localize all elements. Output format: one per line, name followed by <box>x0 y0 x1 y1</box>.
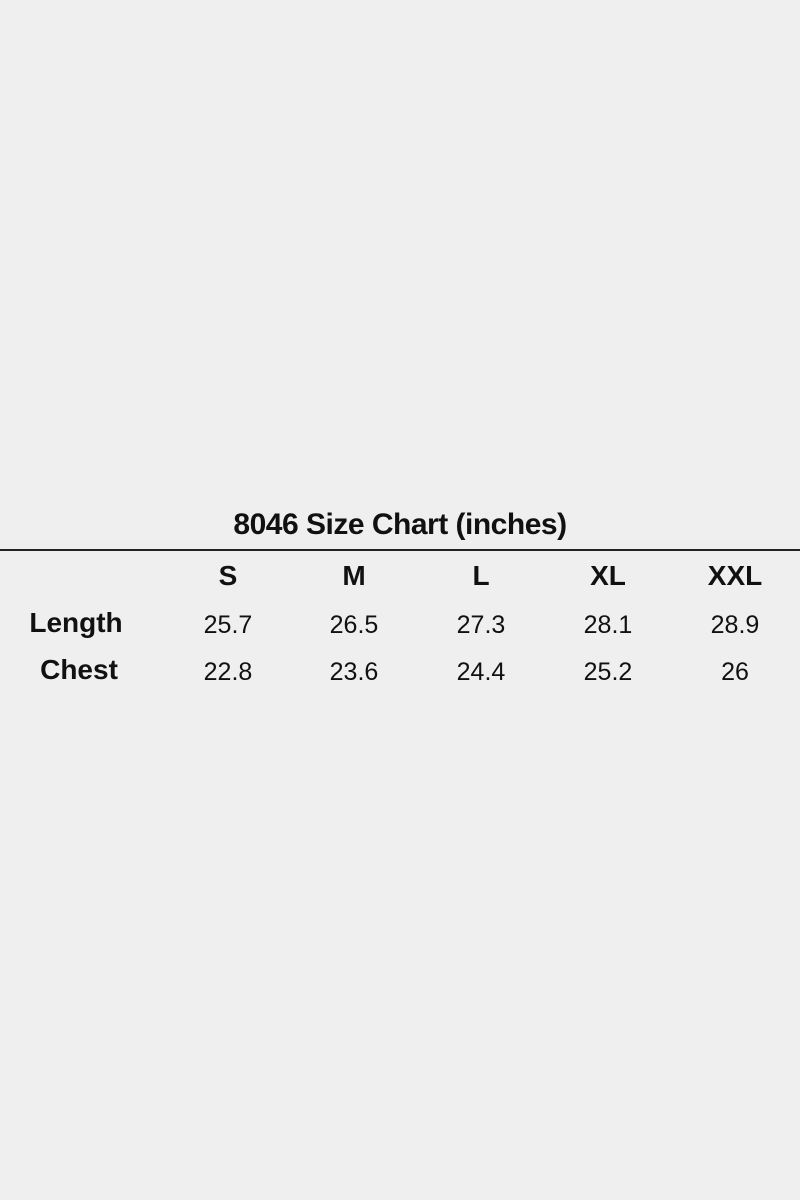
table-cell: 28.9 <box>710 611 760 639</box>
chart-title: 8046 Size Chart (inches) <box>233 508 567 541</box>
column-header-xxl: XXL <box>707 560 763 591</box>
table-cell: 26 <box>721 658 749 686</box>
column-header-m: M <box>342 560 366 591</box>
row-label-length: Length <box>29 607 123 638</box>
table-cell: 23.6 <box>329 658 379 686</box>
table-cell: 25.2 <box>583 658 633 686</box>
table-cell: 28.1 <box>583 611 633 639</box>
column-header-s: S <box>218 560 238 591</box>
divider <box>0 549 800 551</box>
table-cell: 26.5 <box>329 611 379 639</box>
column-header-xl: XL <box>590 560 626 591</box>
table-cell: 25.7 <box>203 611 253 639</box>
table-cell: 22.8 <box>203 658 253 686</box>
column-header-l: L <box>472 560 490 591</box>
table-cell: 27.3 <box>456 611 506 639</box>
row-label-chest: Chest <box>40 654 118 685</box>
table-cell: 24.4 <box>456 658 506 686</box>
